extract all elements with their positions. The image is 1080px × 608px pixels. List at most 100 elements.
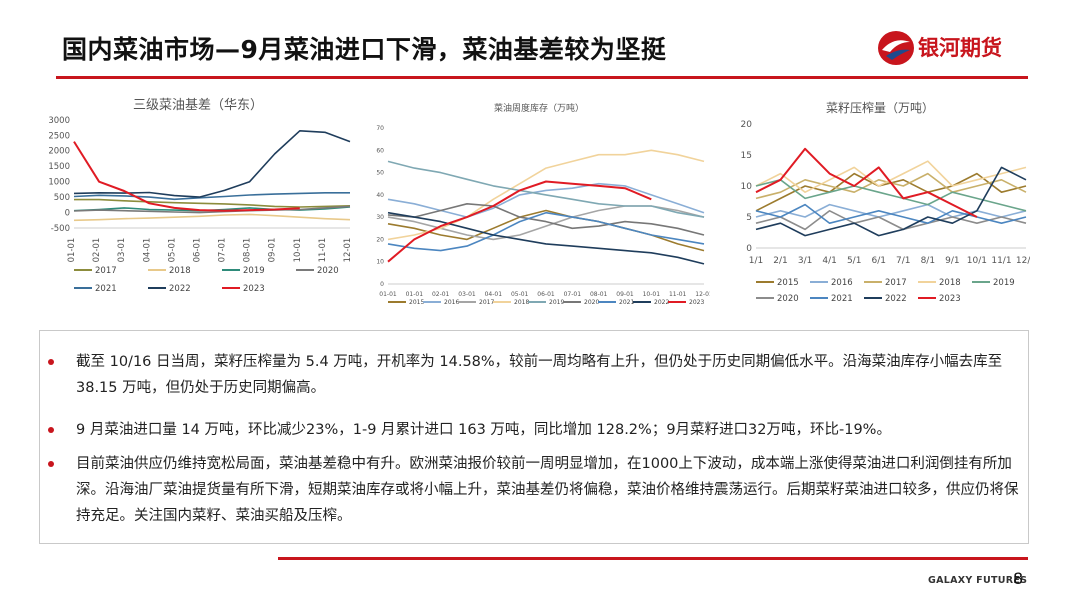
- x-tick-label: 02-01: [432, 291, 450, 298]
- legend-label: 2015: [409, 299, 424, 306]
- y-tick-label: 2000: [48, 147, 70, 157]
- y-tick-label: 1500: [48, 162, 70, 172]
- y-tick-label: 0: [746, 244, 752, 254]
- x-tick-label: 3/1: [798, 256, 812, 266]
- footer-company: GALAXY FUTURES: [928, 575, 1028, 586]
- x-tick-label: 12-01: [695, 291, 710, 298]
- series-line-2023: [73, 141, 300, 212]
- x-tick-label: 01-01: [406, 291, 424, 298]
- series-line-2018: [73, 213, 351, 222]
- x-tick-label: 02-01: [92, 238, 102, 263]
- bullet-dot: [48, 359, 54, 365]
- logo-text: 银河期货: [918, 36, 1002, 60]
- bullet-text: 截至 10/16 日当周，菜籽压榨量为 5.4 万吨，开机率为 14.58%，较…: [76, 354, 1003, 396]
- x-tick-label: 5/1: [847, 256, 861, 266]
- x-tick-label: 2/1: [773, 256, 787, 266]
- x-tick-label: 11/1: [991, 256, 1011, 266]
- legend-label: 2018: [939, 278, 961, 288]
- y-tick-label: 70: [376, 125, 384, 132]
- legend-label: 2019: [993, 278, 1015, 288]
- analysis-panel: 截至 10/16 日当周，菜籽压榨量为 5.4 万吨，开机率为 14.58%，较…: [39, 330, 1029, 544]
- x-tick-label: 04-01: [485, 291, 503, 298]
- series-line-2022: [73, 129, 351, 198]
- header-divider: [56, 76, 1028, 79]
- x-tick-label: 11-01: [318, 238, 328, 263]
- legend-label: 2020: [777, 294, 799, 304]
- y-tick-label: 10: [741, 182, 753, 192]
- x-tick-label: 06-01: [537, 291, 555, 298]
- y-tick-label: 5: [746, 213, 752, 223]
- y-tick-label: 50: [376, 170, 384, 177]
- series-line-2017: [74, 198, 351, 208]
- series-line-2020: [755, 210, 1027, 231]
- footer-divider: [278, 557, 1028, 560]
- legend-label: 2018: [514, 299, 529, 306]
- x-tick-label: 4/1: [822, 256, 836, 266]
- y-tick-label: 3000: [48, 116, 70, 126]
- x-tick-label: 6/1: [871, 256, 885, 266]
- x-tick-label: 1/1: [749, 256, 763, 266]
- x-tick-label: 05-01: [511, 291, 529, 298]
- company-logo: 银河期货: [876, 28, 1036, 68]
- legend-label: 2021: [831, 294, 853, 304]
- y-tick-label: 0: [65, 208, 70, 218]
- legend-label: 2020: [584, 299, 599, 306]
- x-tick-label: 8/1: [921, 256, 935, 266]
- series-line-2020: [73, 205, 351, 214]
- legend-label: 2021: [619, 299, 634, 306]
- series-line-2019: [755, 179, 1027, 212]
- x-tick-label: 11-01: [669, 291, 687, 298]
- inventory-chart: 菜油周度库存（万吨） 0 10 20 30 40 50 60 70 01-01 01-01 02-01…: [376, 102, 710, 306]
- series-line-2016: [755, 203, 1027, 218]
- legend-label: 2017: [95, 266, 117, 276]
- series-line-2020: [387, 203, 705, 236]
- x-tick-label: 12-01: [343, 238, 353, 263]
- series-line-2022: [755, 166, 1027, 237]
- y-tick-label: 15: [741, 151, 752, 161]
- x-tick-label: 09-01: [268, 238, 278, 263]
- series-line-2021: [755, 203, 1027, 224]
- legend-label: 2017: [885, 278, 907, 288]
- x-tick-label: 04-01: [142, 238, 152, 263]
- bullet-dot: [48, 427, 54, 433]
- y-tick-label: 2500: [48, 131, 70, 141]
- bullet-dot: [48, 461, 54, 467]
- chart-title: 菜籽压榨量（万吨）: [826, 100, 934, 115]
- y-tick-label: 40: [376, 192, 384, 199]
- legend-label: 2017: [479, 299, 494, 306]
- crush-chart: 菜籽压榨量（万吨） 0 5 10 15 20 1/1 2/1 3/1 4/1 5/1 6/1 7/1 8/…: [741, 100, 1030, 304]
- chart-title: 三级菜油基差（华东）: [133, 98, 263, 113]
- series-line-2018: [387, 149, 705, 241]
- x-tick-label: 03-01: [458, 291, 476, 298]
- legend-label: 2022: [885, 294, 907, 304]
- x-tick-label: 06-01: [192, 238, 202, 263]
- x-tick-label: 05-01: [167, 238, 177, 263]
- x-tick-label: 9/1: [945, 256, 959, 266]
- legend-label: 2019: [549, 299, 564, 306]
- series-line-2021: [73, 192, 350, 201]
- x-tick-label: 07-01: [218, 238, 228, 263]
- y-tick-label: 10: [376, 259, 384, 266]
- y-tick-label: 30: [376, 214, 384, 221]
- y-tick-label: 60: [376, 147, 384, 154]
- bullet-text: 目前菜油供应仍维持宽松局面，菜油基差稳中有升。欧洲菜油报价较前一周明显增加，在1…: [76, 456, 1019, 524]
- page-title: 国内菜油市场—9月菜油进口下滑，菜油基差较为坚挺: [62, 35, 667, 64]
- x-tick-label: 03-01: [117, 238, 127, 263]
- x-tick-label: 01-01: [67, 238, 77, 263]
- legend-label: 2023: [689, 299, 704, 306]
- x-tick-label: 7/1: [896, 256, 910, 266]
- x-tick-label: 12/1: [1016, 256, 1030, 266]
- legend-label: 2023: [939, 294, 961, 304]
- legend-label: 2015: [777, 278, 799, 288]
- legend-label: 2016: [831, 278, 853, 288]
- y-tick-label: 20: [376, 236, 384, 243]
- x-tick-label: 08-01: [590, 291, 608, 298]
- legend-label: 2022: [654, 299, 669, 306]
- x-tick-label: 10/1: [967, 256, 987, 266]
- legend-label: 2023: [243, 284, 265, 294]
- legend-label: 2019: [243, 266, 265, 276]
- y-tick-label: 0: [380, 281, 384, 288]
- bullet-text: 9 月菜油进口量 14 万吨，环比减少23%，1-9 月累计进口 163 万吨，…: [76, 422, 891, 438]
- legend-label: 2021: [95, 284, 117, 294]
- y-tick-label: 500: [54, 193, 70, 203]
